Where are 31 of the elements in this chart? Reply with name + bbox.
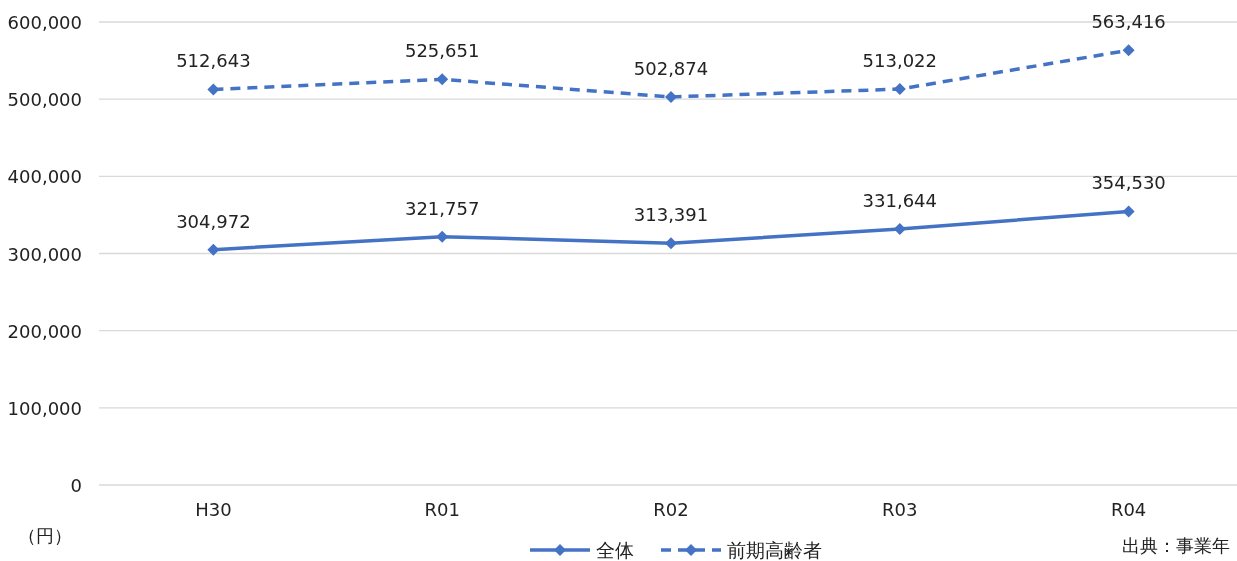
y-tick-label: 100,000	[7, 397, 82, 419]
x-tick-label: R03	[882, 499, 918, 520]
data-label: 354,530	[1091, 172, 1166, 194]
data-label: 512,643	[176, 50, 251, 72]
data-label: 502,874	[633, 57, 709, 79]
y-tick-label: 600,000	[7, 12, 82, 33]
x-tick-label: R02	[653, 499, 689, 520]
legend-label: 全体	[596, 539, 634, 561]
x-tick-label: R01	[424, 499, 460, 520]
y-tick-label: 400,000	[7, 166, 82, 188]
data-label: 513,022	[862, 50, 938, 72]
point	[1122, 44, 1135, 57]
data-label: 525,651	[404, 40, 480, 62]
y-tick-label: 0	[70, 475, 82, 496]
data-label: 313,391	[633, 204, 709, 226]
y-tick-label: 300,000	[7, 243, 82, 265]
source-note: 出典：事業年	[1122, 535, 1230, 556]
point	[665, 237, 677, 250]
point	[436, 73, 449, 86]
legend-label: 前期高齢者	[727, 539, 822, 561]
point	[665, 90, 677, 103]
x-tick-label: H30	[195, 499, 232, 520]
data-label: 304,972	[176, 210, 251, 232]
data-label: 331,644	[862, 190, 938, 212]
y-tick-label: 200,000	[7, 320, 82, 342]
y-tick-label: 500,000	[7, 89, 82, 111]
x-tick-label: R04	[1110, 499, 1147, 520]
data-label: 321,757	[404, 197, 480, 219]
point	[1122, 205, 1135, 218]
data-label: 563,416	[1091, 11, 1166, 33]
y-axis-title: （円）	[18, 525, 72, 546]
